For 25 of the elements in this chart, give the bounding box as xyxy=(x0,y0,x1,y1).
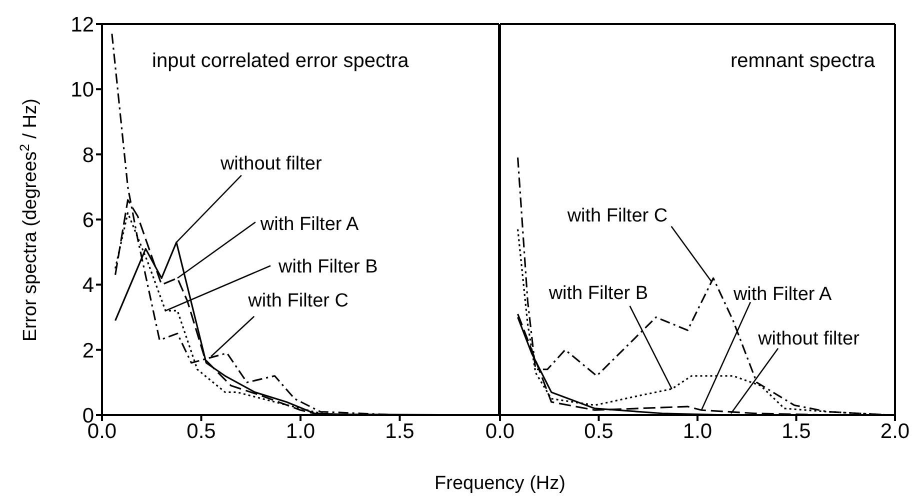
text: remnant spectra xyxy=(730,50,876,72)
annotation: with Filter A xyxy=(732,284,832,306)
x-tick-label: 0.5 xyxy=(584,420,614,443)
y-tick-label: 10 xyxy=(70,78,94,102)
y-tick-label: 2 xyxy=(82,339,94,362)
y-tick-label: 4 xyxy=(82,274,94,298)
annotation: without filter xyxy=(757,328,860,350)
text: input correlated error spectra xyxy=(152,50,410,72)
annotation: with Filter C xyxy=(566,205,668,226)
x-tick-label: 1.5 xyxy=(385,420,414,443)
annotation: with Filter B xyxy=(278,256,378,278)
x-axis-title: Frequency (Hz) xyxy=(434,473,566,494)
x-tick-label: 1.0 xyxy=(682,420,712,443)
x-tick-label: 1.5 xyxy=(782,420,811,443)
y-tick-label: 6 xyxy=(82,208,94,232)
annotation: with Filter A xyxy=(259,214,359,236)
annotation: without filter xyxy=(219,153,322,174)
y-tick-label: 8 xyxy=(82,144,94,167)
x-tick-label: 0.0 xyxy=(485,420,515,443)
x-tick-label: 1.0 xyxy=(286,420,316,443)
x-tick-label: 0.5 xyxy=(186,420,216,443)
annotation: with Filter B xyxy=(548,282,648,304)
y-tick-label: 12 xyxy=(70,13,94,36)
annotation: with Filter C xyxy=(247,290,348,312)
x-tick-label: 2.0 xyxy=(880,420,910,443)
